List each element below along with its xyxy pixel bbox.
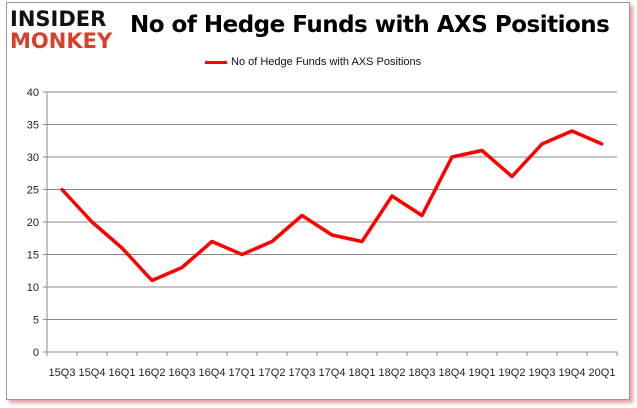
x-tick-label: 16Q1 bbox=[109, 367, 136, 379]
y-tick-label: 0 bbox=[33, 347, 39, 359]
legend: No of Hedge Funds with AXS Positions bbox=[205, 56, 421, 68]
x-tick-label: 16Q3 bbox=[169, 367, 196, 379]
y-tick-label: 5 bbox=[33, 315, 39, 327]
x-tick-label: 16Q4 bbox=[199, 367, 226, 379]
data-point bbox=[60, 188, 64, 191]
legend-label: No of Hedge Funds with AXS Positions bbox=[231, 56, 422, 68]
data-point bbox=[90, 220, 94, 224]
chart-title: No of Hedge Funds with AXS Positions bbox=[130, 12, 610, 38]
x-tick-label: 18Q3 bbox=[409, 367, 436, 379]
x-tick-label: 17Q1 bbox=[229, 367, 256, 379]
data-point bbox=[210, 240, 214, 243]
x-tick-label: 19Q2 bbox=[499, 367, 526, 379]
data-point bbox=[150, 279, 154, 282]
x-tick-label: 16Q2 bbox=[139, 367, 166, 379]
x-tick-label: 18Q1 bbox=[349, 367, 376, 379]
logo-line1: INSIDER bbox=[10, 7, 107, 31]
data-point bbox=[540, 142, 544, 146]
data-point bbox=[420, 214, 424, 217]
y-tick-label: 10 bbox=[27, 282, 39, 294]
data-point bbox=[300, 214, 304, 217]
data-point bbox=[330, 233, 334, 237]
data-point bbox=[480, 149, 484, 152]
data-point bbox=[240, 253, 244, 256]
y-tick-label: 20 bbox=[27, 217, 39, 229]
data-point bbox=[360, 240, 364, 243]
x-tick-label: 17Q2 bbox=[259, 367, 286, 379]
x-tick-label: 17Q3 bbox=[289, 367, 316, 379]
x-tick-label: 17Q4 bbox=[319, 367, 346, 379]
x-tick-label: 15Q4 bbox=[79, 367, 106, 379]
x-tick-label: 18Q2 bbox=[379, 367, 406, 379]
logo-line2: MONKEY bbox=[10, 29, 113, 53]
x-tick-label: 19Q4 bbox=[559, 367, 586, 379]
y-tick-label: 35 bbox=[27, 120, 39, 132]
y-tick-label: 40 bbox=[27, 87, 39, 99]
y-tick-label: 25 bbox=[27, 185, 39, 197]
data-point bbox=[570, 129, 574, 133]
data-point bbox=[180, 266, 184, 269]
y-tick-label: 30 bbox=[27, 152, 39, 164]
data-point bbox=[120, 246, 124, 250]
data-point bbox=[390, 194, 394, 198]
legend-swatch bbox=[205, 60, 227, 64]
y-tick-label: 15 bbox=[27, 250, 39, 262]
data-point bbox=[510, 175, 514, 178]
series-line bbox=[60, 129, 603, 283]
data-point bbox=[450, 155, 454, 159]
x-tick-label: 20Q1 bbox=[589, 367, 616, 379]
x-tick-label: 15Q3 bbox=[49, 367, 76, 379]
data-point bbox=[270, 240, 274, 243]
x-tick-label: 19Q3 bbox=[529, 367, 556, 379]
insider-monkey-logo: INSIDER MONKEY bbox=[10, 8, 112, 52]
data-point bbox=[600, 142, 604, 146]
x-tick-label: 18Q4 bbox=[439, 367, 466, 379]
chart-frame bbox=[6, 2, 630, 400]
x-tick-label: 19Q1 bbox=[469, 367, 496, 379]
